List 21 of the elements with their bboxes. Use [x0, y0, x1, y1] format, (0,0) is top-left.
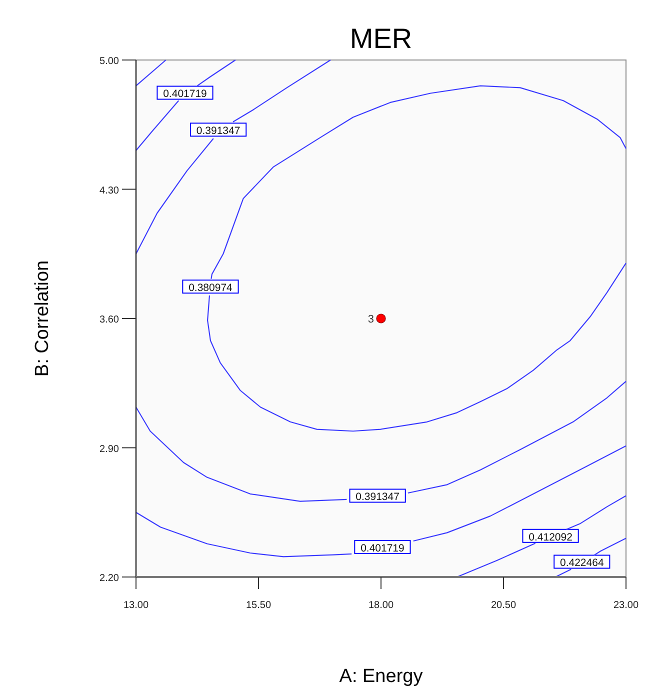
annotation: 3	[368, 314, 374, 326]
y-tick-label: 4.30	[100, 185, 120, 196]
series-label: 0.401719	[163, 88, 208, 100]
x-axis-title: A: Energy	[339, 666, 424, 687]
y-tick-label: 2.20	[100, 573, 120, 584]
y-tick-label: 2.90	[100, 444, 120, 455]
series-label: 0.380974	[188, 282, 233, 294]
series-label: 0.422464	[560, 557, 604, 570]
x-tick-label: 23.00	[613, 600, 639, 611]
x-tick-label: 18.00	[368, 600, 394, 611]
series-label: 0.391347	[196, 125, 240, 138]
series-label: 0.412092	[528, 531, 573, 544]
x-tick-label: 15.50	[246, 600, 272, 611]
series-label: 0.391347	[356, 491, 400, 504]
y-tick-label: 3.60	[100, 314, 120, 326]
series-label: 0.401719	[360, 542, 405, 554]
chart-title: MER	[350, 23, 412, 54]
x-tick-label: 20.50	[490, 600, 516, 611]
x-tick-label: 13.00	[123, 600, 149, 611]
y-axis-title: B: Correlation	[32, 260, 53, 377]
y-tick-label: 5.00	[100, 56, 120, 67]
